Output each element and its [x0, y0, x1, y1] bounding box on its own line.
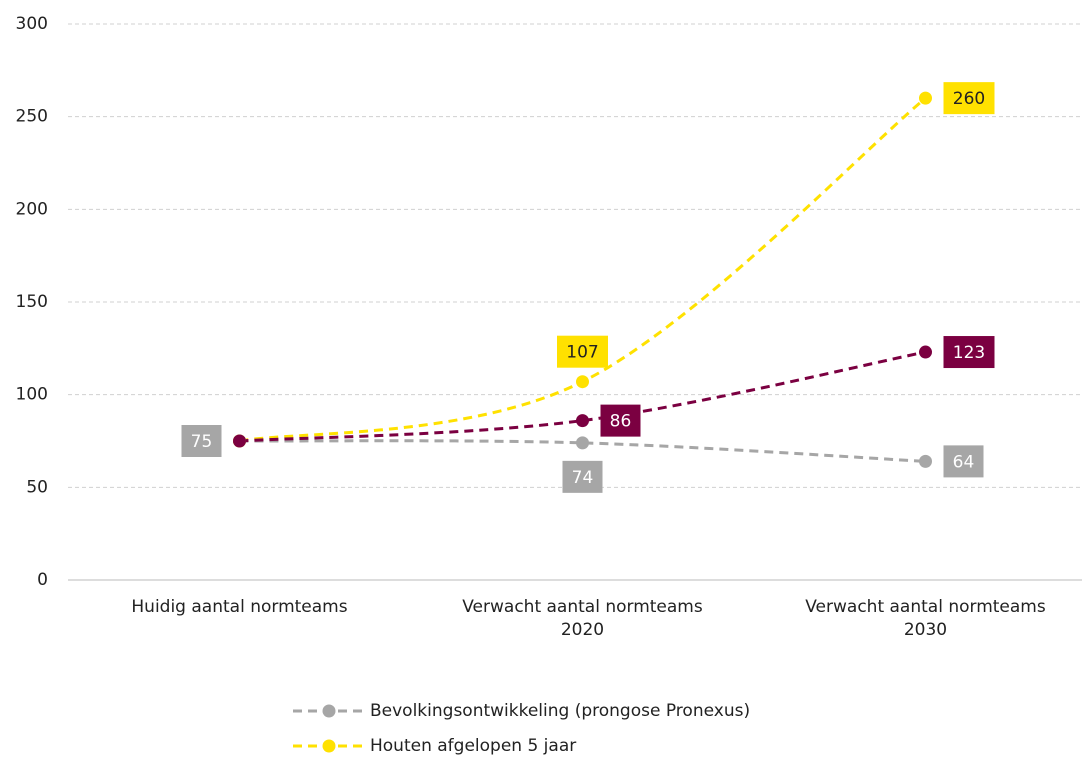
y-tick-label: 0 [37, 570, 48, 590]
legend-marker [322, 704, 336, 718]
data-label-box [562, 460, 603, 493]
y-tick-label: 250 [16, 107, 48, 127]
x-tick-label: Huidig aantal normteams [131, 597, 347, 617]
data-label: 75 [191, 432, 213, 452]
point [233, 434, 246, 448]
data-label: 86 [610, 412, 632, 432]
point [576, 375, 589, 389]
data-label-box [943, 445, 984, 478]
y-tick-label: 150 [16, 292, 48, 312]
point [919, 91, 932, 105]
series-line [239, 439, 926, 463]
y-tick-label: 200 [16, 199, 48, 219]
data-label: 64 [953, 452, 975, 472]
data-label-box [557, 335, 608, 368]
x-tick-label: Verwacht aantal normteams 2030 [805, 597, 1046, 640]
point [576, 436, 589, 450]
data-label: 123 [953, 343, 985, 363]
data-label-box [943, 82, 995, 115]
data-label-box [600, 404, 641, 437]
series-line [239, 96, 927, 443]
data-label: 107 [566, 343, 598, 363]
point [919, 454, 932, 468]
point [576, 414, 589, 428]
point [919, 345, 932, 359]
y-tick-label: 300 [16, 14, 48, 34]
y-tick-label: 100 [16, 385, 48, 405]
data-label: 260 [953, 89, 985, 109]
data-label: 74 [572, 468, 594, 488]
x-tick-label: Verwacht aantal normteams 2020 [462, 597, 703, 640]
data-label-box [181, 425, 222, 457]
legend-label: Bevolkingsontwikkeling (prongose Pronexu… [370, 701, 750, 721]
legend-marker [322, 739, 336, 753]
y-tick-label: 50 [26, 477, 48, 497]
legend-label: Houten afgelopen 5 jaar [370, 736, 576, 756]
data-label-box [943, 336, 995, 369]
series-line [239, 350, 926, 443]
